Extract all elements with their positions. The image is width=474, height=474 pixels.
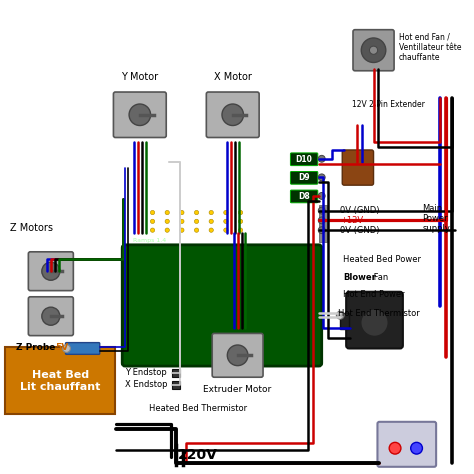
Circle shape xyxy=(150,228,155,232)
Text: 11A: 11A xyxy=(265,202,280,211)
Circle shape xyxy=(129,104,151,126)
FancyBboxPatch shape xyxy=(206,92,259,137)
Circle shape xyxy=(165,228,169,232)
Circle shape xyxy=(180,219,184,224)
Circle shape xyxy=(337,311,344,319)
Circle shape xyxy=(361,309,388,337)
Text: +12V: +12V xyxy=(340,216,364,225)
Text: 12V 2 Pin Extender: 12V 2 Pin Extender xyxy=(352,100,425,109)
Circle shape xyxy=(194,210,199,215)
Circle shape xyxy=(319,174,325,181)
Text: Hot end Fan /
Ventillateur tête
chauffante: Hot end Fan / Ventillateur tête chauffan… xyxy=(399,33,462,63)
Circle shape xyxy=(319,217,325,224)
Text: Heat Bed
Lit chauffant: Heat Bed Lit chauffant xyxy=(20,370,100,392)
Circle shape xyxy=(150,219,155,224)
Circle shape xyxy=(224,210,228,215)
Circle shape xyxy=(238,210,243,215)
FancyBboxPatch shape xyxy=(377,422,436,467)
FancyBboxPatch shape xyxy=(342,150,374,185)
Circle shape xyxy=(361,38,386,63)
Text: 0V (GND): 0V (GND) xyxy=(340,226,380,235)
Circle shape xyxy=(222,104,244,126)
Circle shape xyxy=(42,307,60,325)
Circle shape xyxy=(180,228,184,232)
Text: D8: D8 xyxy=(298,192,310,201)
FancyBboxPatch shape xyxy=(353,30,394,71)
FancyBboxPatch shape xyxy=(291,172,318,184)
FancyBboxPatch shape xyxy=(65,343,100,355)
Circle shape xyxy=(224,219,228,224)
FancyBboxPatch shape xyxy=(28,252,73,291)
Text: Hot End Power: Hot End Power xyxy=(343,290,405,299)
Circle shape xyxy=(194,228,199,232)
Circle shape xyxy=(369,46,378,55)
Text: Ramps 1.4: Ramps 1.4 xyxy=(133,238,166,243)
FancyBboxPatch shape xyxy=(28,297,73,336)
FancyBboxPatch shape xyxy=(122,245,322,366)
Text: Fan: Fan xyxy=(371,273,388,282)
Circle shape xyxy=(180,210,184,215)
Circle shape xyxy=(228,345,248,365)
Bar xyxy=(319,205,327,242)
Text: X Motor: X Motor xyxy=(214,72,252,82)
Bar xyxy=(172,381,180,389)
FancyBboxPatch shape xyxy=(113,92,166,137)
Circle shape xyxy=(209,210,213,215)
Text: 220V: 220V xyxy=(178,448,218,462)
Text: 0V (GND): 0V (GND) xyxy=(340,206,380,215)
Circle shape xyxy=(194,219,199,224)
Bar xyxy=(172,369,180,377)
Text: 5A: 5A xyxy=(265,216,275,225)
Circle shape xyxy=(410,442,422,454)
Circle shape xyxy=(224,228,228,232)
Text: Z Motors: Z Motors xyxy=(10,223,53,233)
Circle shape xyxy=(209,228,213,232)
FancyBboxPatch shape xyxy=(346,292,403,348)
Circle shape xyxy=(165,210,169,215)
Circle shape xyxy=(319,227,325,234)
Text: Main
Power
supply: Main Power supply xyxy=(422,203,450,233)
Circle shape xyxy=(238,219,243,224)
FancyBboxPatch shape xyxy=(291,190,318,203)
Circle shape xyxy=(238,228,243,232)
FancyBboxPatch shape xyxy=(291,153,318,165)
FancyBboxPatch shape xyxy=(212,333,263,377)
Text: D10: D10 xyxy=(296,155,312,164)
Circle shape xyxy=(319,155,325,162)
Text: 5V: 5V xyxy=(55,343,68,352)
Circle shape xyxy=(165,219,169,224)
Bar xyxy=(5,347,115,414)
Circle shape xyxy=(319,192,325,200)
Circle shape xyxy=(209,219,213,224)
Circle shape xyxy=(319,207,325,214)
Text: Heated Bed Thermistor: Heated Bed Thermistor xyxy=(149,404,247,413)
Text: Heated Bed Power: Heated Bed Power xyxy=(343,255,421,264)
Text: Extruder Motor: Extruder Motor xyxy=(203,385,272,393)
Text: Hot End Thermistor: Hot End Thermistor xyxy=(338,309,420,318)
Text: Blower: Blower xyxy=(343,273,376,282)
Circle shape xyxy=(389,442,401,454)
Text: D9: D9 xyxy=(298,173,310,182)
Circle shape xyxy=(63,345,71,352)
Text: Y Motor: Y Motor xyxy=(121,72,158,82)
Circle shape xyxy=(42,262,60,280)
Circle shape xyxy=(150,210,155,215)
Text: X Endstop: X Endstop xyxy=(125,380,168,389)
Text: Y Endstop: Y Endstop xyxy=(125,368,167,377)
Bar xyxy=(340,313,349,329)
Text: Z Probe: Z Probe xyxy=(16,343,55,352)
